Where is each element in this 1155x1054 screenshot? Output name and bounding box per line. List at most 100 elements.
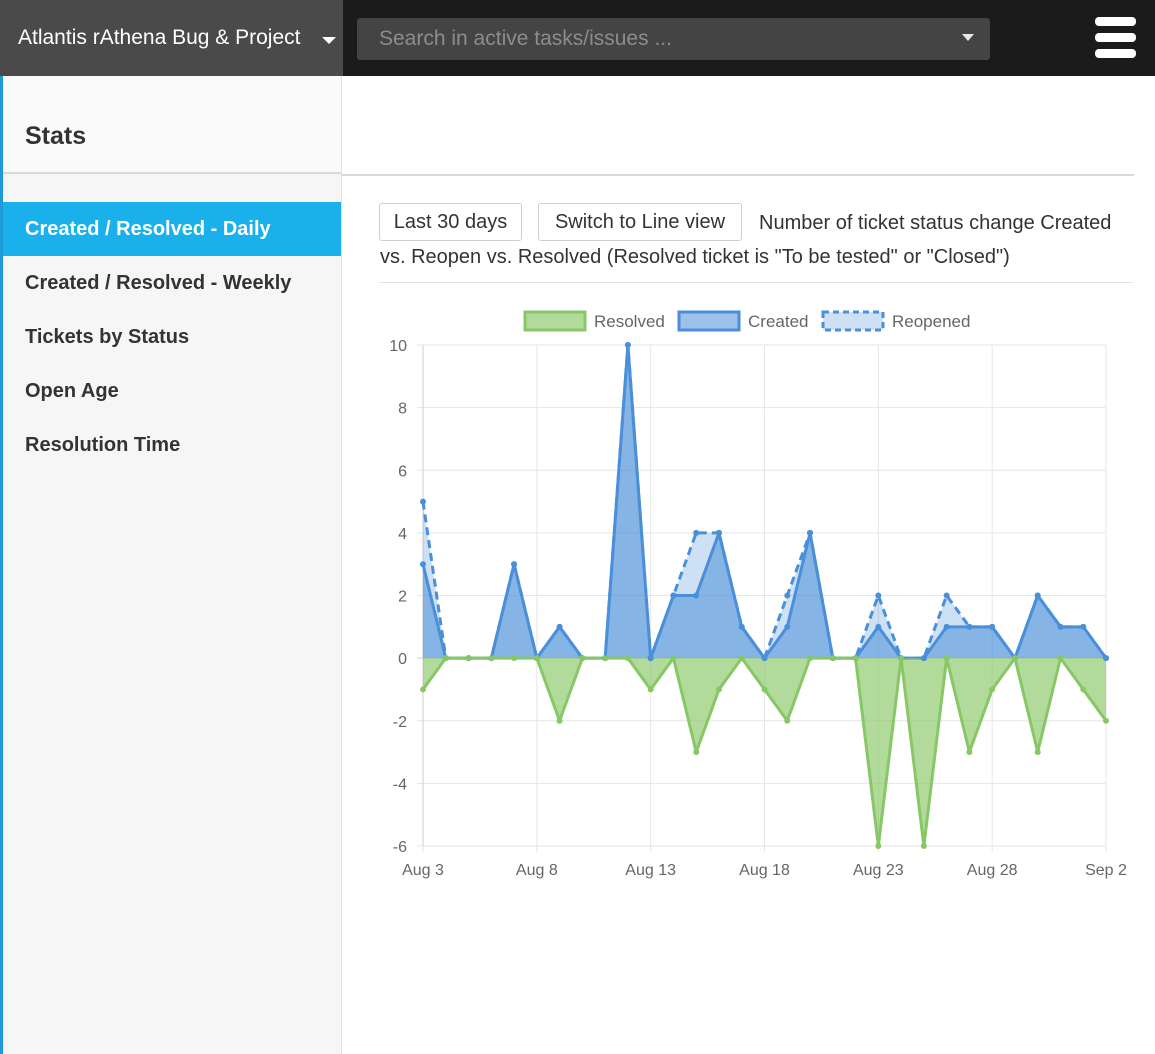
sidebar-item-tickets-by-status[interactable]: Tickets by Status — [25, 326, 190, 348]
x-tick-label: Aug 8 — [516, 862, 558, 879]
resolved-point — [761, 686, 768, 693]
resolved-point — [556, 717, 563, 724]
sidebar-item-created-resolved-weekly[interactable]: Created / Resolved - Weekly — [25, 272, 292, 294]
resolved-point — [602, 655, 609, 662]
y-tick-label: 4 — [398, 526, 407, 543]
created-point — [738, 623, 745, 630]
created-point — [647, 655, 654, 662]
legend-label-resolved: Resolved — [594, 312, 665, 331]
created-point — [761, 655, 768, 662]
created-point — [807, 529, 814, 536]
resolved-point — [738, 655, 745, 662]
resolved-point — [465, 655, 472, 662]
y-tick-label: 10 — [389, 338, 407, 355]
created-point — [1103, 655, 1109, 662]
x-tick-label: Aug 28 — [967, 862, 1018, 879]
project-name: Atlantis rAthena Bug & Project — [18, 26, 301, 49]
created-point — [556, 623, 563, 630]
resolved-point — [875, 843, 882, 849]
y-tick-label: 6 — [398, 463, 407, 480]
created-point — [875, 623, 882, 630]
legend-swatch-resolved — [523, 310, 587, 332]
resolved-area — [423, 658, 1106, 846]
page-title: Stats — [25, 122, 87, 150]
switch-view-button[interactable]: Switch to Line view — [538, 203, 742, 241]
reopened-point — [693, 529, 700, 536]
created-point — [511, 561, 518, 568]
x-tick-label: Aug 23 — [853, 862, 904, 879]
resolved-point — [670, 655, 677, 662]
reopened-point — [943, 592, 950, 599]
created-point — [1034, 592, 1041, 599]
resolved-point — [488, 655, 495, 662]
y-tick-label: -6 — [393, 839, 407, 856]
created-point — [715, 529, 722, 536]
project-selector[interactable]: Atlantis rAthena Bug & Project — [0, 0, 343, 76]
created-area — [423, 345, 1106, 659]
created-point — [784, 623, 791, 630]
x-tick-label: Aug 13 — [625, 862, 676, 879]
created-point — [624, 342, 631, 348]
resolved-point — [807, 655, 814, 662]
created-point — [1057, 623, 1064, 630]
resolved-point — [1080, 686, 1087, 693]
resolved-point — [1034, 749, 1041, 756]
sidebar-item-created-resolved-daily[interactable]: Created / Resolved - Daily — [3, 202, 341, 256]
chevron-down-icon — [321, 36, 336, 44]
resolved-point — [920, 843, 927, 849]
stats-menu: Created / Resolved - Daily Created / Res… — [3, 202, 341, 472]
chevron-down-icon[interactable] — [962, 34, 974, 41]
created-point — [920, 655, 927, 662]
legend-label-created: Created — [748, 312, 808, 331]
resolved-point — [829, 655, 836, 662]
sidebar-item-open-age[interactable]: Open Age — [25, 380, 119, 402]
created-point — [1080, 623, 1087, 630]
created-point — [989, 623, 996, 630]
resolved-point — [1103, 717, 1109, 724]
created-resolved-chart: 10 8 6 4 2 0 -2 -4 -6 Aug 3 Aug 8 Aug 13 Aug 18 Aug 2… — [389, 310, 1127, 879]
left-accent-bar — [0, 76, 3, 1054]
resolved-point — [1011, 655, 1018, 662]
resolved-point — [1057, 655, 1064, 662]
resolved-point — [943, 655, 950, 662]
created-point — [420, 561, 426, 568]
created-point — [966, 623, 973, 630]
chart-description: Number of ticket status change Created v… — [380, 212, 1112, 268]
resolved-point — [647, 686, 654, 693]
resolved-point — [989, 686, 996, 693]
resolved-point — [579, 655, 586, 662]
created-point — [693, 592, 700, 599]
resolved-point — [420, 686, 426, 693]
resolved-point — [624, 655, 631, 662]
date-range-button[interactable]: Last 30 days — [379, 203, 522, 241]
search-placeholder: Search in active tasks/issues ... — [379, 27, 672, 50]
created-point — [943, 623, 950, 630]
x-tick-label: Sep 2 — [1085, 862, 1127, 879]
created-point — [670, 592, 677, 599]
sidebar: Stats Created / Resolved - Daily Created… — [3, 76, 342, 1054]
sidebar-header: Stats — [3, 76, 341, 174]
menu-icon[interactable] — [1095, 17, 1137, 59]
search-input[interactable]: Search in active tasks/issues ... — [357, 18, 990, 60]
resolved-point — [715, 686, 722, 693]
header-divider — [341, 174, 1134, 176]
resolved-point — [784, 717, 791, 724]
resolved-point — [533, 655, 540, 662]
resolved-point — [693, 749, 700, 756]
legend-label-reopened: Reopened — [892, 312, 970, 331]
reopened-point — [875, 592, 882, 599]
sidebar-item-resolution-time[interactable]: Resolution Time — [25, 434, 181, 456]
reopened-point — [420, 498, 426, 505]
resolved-point — [898, 655, 905, 662]
resolved-point — [511, 655, 518, 662]
resolved-point — [966, 749, 973, 756]
x-tick-label: Aug 18 — [739, 862, 790, 879]
y-tick-label: -2 — [393, 714, 407, 731]
y-tick-label: 2 — [398, 589, 407, 606]
y-tick-label: -4 — [393, 776, 407, 793]
legend-swatch-reopened — [821, 310, 885, 332]
resolved-point — [852, 655, 859, 662]
content-divider — [379, 282, 1133, 283]
legend-swatch-created — [677, 310, 741, 332]
y-tick-label: 0 — [398, 651, 407, 668]
